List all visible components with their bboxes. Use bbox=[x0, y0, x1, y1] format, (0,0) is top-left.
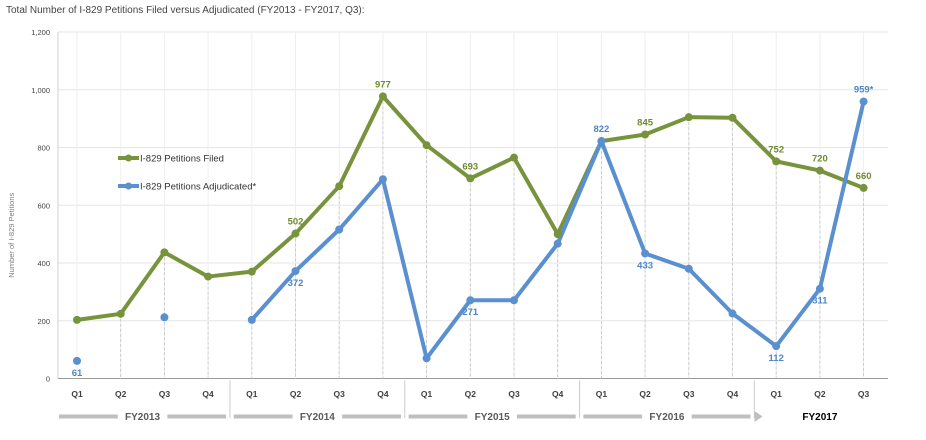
fiscal-year-label: FY2014 bbox=[300, 412, 335, 423]
data-point-adjudicated bbox=[815, 284, 824, 293]
x-tick-label: Q3 bbox=[334, 389, 346, 399]
chart-title: Total Number of I-829 Petitions Filed ve… bbox=[6, 5, 365, 16]
data-point-adjudicated bbox=[859, 97, 868, 106]
data-point-adjudicated bbox=[247, 315, 256, 324]
data-point-filled bbox=[291, 229, 300, 238]
data-point-filled bbox=[772, 157, 781, 166]
x-tick-label: Q2 bbox=[465, 389, 477, 399]
x-tick-label: Q3 bbox=[858, 389, 870, 399]
data-point-adjudicated bbox=[335, 225, 344, 234]
x-tick-label: Q1 bbox=[421, 389, 433, 399]
data-label-adjudicated: 372 bbox=[288, 278, 304, 289]
legend-marker bbox=[125, 182, 132, 190]
data-point-adjudicated bbox=[684, 264, 693, 273]
data-point-filled bbox=[815, 166, 824, 175]
x-tick-label: Q4 bbox=[377, 389, 389, 399]
fiscal-year-bar bbox=[342, 414, 401, 419]
data-point-adjudicated bbox=[73, 356, 81, 365]
data-point-adjudicated bbox=[466, 296, 475, 305]
y-tick-label: 1,000 bbox=[31, 86, 50, 95]
data-point-filled bbox=[510, 153, 518, 162]
data-point-adjudicated bbox=[510, 296, 518, 305]
x-tick-label: Q1 bbox=[771, 389, 783, 399]
x-tick-label: Q1 bbox=[246, 389, 258, 399]
data-point-adjudicated bbox=[553, 239, 562, 248]
data-point-adjudicated bbox=[422, 354, 431, 363]
data-point-filled bbox=[204, 272, 213, 281]
data-point-filled bbox=[466, 174, 475, 183]
data-point-adjudicated bbox=[597, 137, 606, 146]
legend-label: I-829 Petitions Filed bbox=[140, 154, 224, 165]
fiscal-year-label: FY2016 bbox=[649, 412, 684, 423]
data-point-adjudicated bbox=[641, 249, 650, 258]
x-tick-label: Q4 bbox=[727, 389, 739, 399]
x-tick-label: Q2 bbox=[290, 389, 302, 399]
x-tick-label: Q1 bbox=[596, 389, 608, 399]
legend-marker bbox=[125, 154, 132, 162]
y-tick-label: 200 bbox=[37, 317, 50, 326]
data-point-filled bbox=[422, 141, 431, 150]
fiscal-year-label: FY2015 bbox=[475, 412, 510, 423]
data-point-filled bbox=[859, 183, 868, 192]
data-label-filled: 977 bbox=[375, 79, 391, 90]
data-label-filled: 502 bbox=[288, 217, 304, 228]
fiscal-year-bar bbox=[583, 414, 643, 419]
fiscal-year-bar bbox=[59, 414, 118, 419]
data-label-filled: 720 bbox=[812, 154, 828, 165]
y-axis-title: Number of I-829 Petitions bbox=[7, 192, 16, 277]
data-label-adjudicated: 271 bbox=[462, 307, 479, 318]
data-label-filled: 752 bbox=[768, 144, 784, 155]
data-label-filled: 693 bbox=[462, 161, 478, 172]
data-point-filled bbox=[378, 92, 387, 101]
x-tick-label: Q2 bbox=[115, 389, 127, 399]
fiscal-year-bar bbox=[408, 414, 468, 419]
data-point-adjudicated bbox=[772, 342, 781, 351]
data-point-filled bbox=[247, 267, 256, 276]
data-point-filled bbox=[641, 130, 650, 139]
x-tick-label: Q3 bbox=[683, 389, 695, 399]
data-point-adjudicated bbox=[160, 313, 169, 322]
fiscal-year-bar bbox=[167, 414, 227, 419]
fiscal-year-label: FY2017 bbox=[802, 412, 837, 423]
data-point-filled bbox=[160, 248, 169, 257]
y-tick-label: 600 bbox=[37, 201, 50, 210]
fiscal-year-bar bbox=[691, 414, 751, 419]
data-point-filled bbox=[553, 230, 562, 239]
data-point-adjudicated bbox=[291, 267, 300, 276]
y-tick-label: 800 bbox=[37, 144, 50, 153]
data-point-filled bbox=[335, 182, 344, 191]
x-tick-label: Q2 bbox=[814, 389, 826, 399]
x-tick-label: Q3 bbox=[159, 389, 171, 399]
data-point-filled bbox=[728, 113, 737, 122]
data-label-adjudicated: 959* bbox=[854, 85, 874, 96]
data-point-filled bbox=[116, 309, 125, 318]
data-label-adjudicated: 112 bbox=[769, 353, 784, 364]
x-tick-label: Q2 bbox=[639, 389, 651, 399]
y-tick-label: 1,200 bbox=[31, 28, 50, 37]
x-tick-label: Q4 bbox=[202, 389, 214, 399]
x-tick-label: Q1 bbox=[71, 389, 83, 399]
data-point-adjudicated bbox=[728, 309, 737, 318]
legend-label: I-829 Petitions Adjudicated* bbox=[140, 182, 256, 193]
data-label-adjudicated: 433 bbox=[637, 260, 653, 271]
data-point-adjudicated bbox=[378, 175, 387, 184]
data-label-filled: 845 bbox=[637, 118, 654, 129]
data-label-adjudicated: 822 bbox=[593, 124, 609, 135]
fiscal-year-label: FY2013 bbox=[125, 412, 160, 423]
y-tick-label: 0 bbox=[46, 375, 50, 384]
fiscal-year-arrow bbox=[754, 411, 763, 422]
data-label-adjudicated: 61 bbox=[72, 368, 83, 379]
data-point-filled bbox=[684, 113, 693, 122]
fiscal-year-bar bbox=[516, 414, 576, 419]
data-point-filled bbox=[73, 315, 81, 324]
x-tick-label: Q3 bbox=[508, 389, 520, 399]
y-tick-label: 400 bbox=[37, 259, 50, 268]
fiscal-year-bar bbox=[233, 414, 293, 419]
data-label-adjudicated: 311 bbox=[812, 296, 828, 307]
data-label-filled: 660 bbox=[856, 171, 872, 182]
x-tick-label: Q4 bbox=[552, 389, 564, 399]
